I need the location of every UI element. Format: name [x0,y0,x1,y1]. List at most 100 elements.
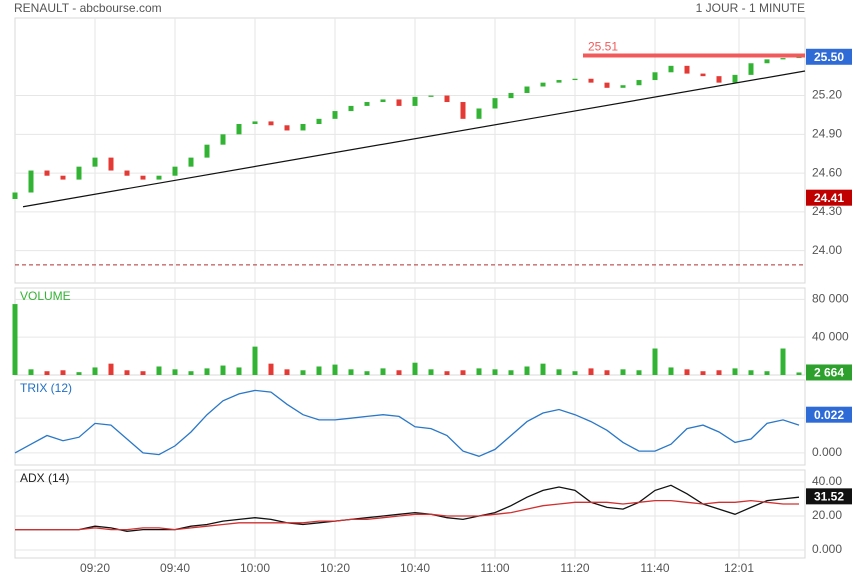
y-tick-label: 40 000 [812,329,849,343]
value-tag-label: 2 664 [814,366,844,380]
volume-bar [780,348,786,375]
resistance-label: 25.51 [588,40,618,54]
volume-bar [604,370,610,375]
candle [732,74,738,83]
y-tick-label: 0.000 [812,542,842,556]
candle [172,166,178,176]
candle [236,124,242,135]
indicator-line [15,484,800,532]
candle [12,192,18,199]
candle [668,65,674,73]
volume-bar [444,371,450,375]
candle [124,170,130,176]
candle [92,157,98,167]
volume-bar [220,365,226,375]
volume-bar [428,369,434,375]
volume-bar [636,370,642,375]
candle [364,102,370,106]
candle [204,144,210,158]
candle [396,99,402,106]
panel-title: TRIX (12) [20,381,72,395]
candle [252,121,258,124]
volume-bar [700,371,706,375]
y-tick-label: 24.00 [812,243,842,257]
candle [460,102,466,119]
candle [332,111,338,119]
y-tick-label: 24.90 [812,127,842,141]
volume-bar [588,368,594,375]
candle [380,99,386,103]
x-tick-label: 10:20 [320,561,350,575]
y-tick-label: 25.20 [812,88,842,102]
volume-bar [540,363,546,375]
volume-bar [236,367,242,375]
volume-bar [556,369,562,375]
candle [444,95,450,103]
volume-bar [380,368,386,375]
volume-bar [252,346,258,375]
candle [60,175,66,180]
candle [604,82,610,88]
candle [508,92,514,99]
candle [764,59,770,64]
candle [588,78,594,83]
y-tick-label: 20.00 [812,508,842,522]
x-tick-label: 11:20 [560,561,589,575]
candle [620,85,626,88]
x-tick-label: 09:20 [80,561,110,575]
candle [572,78,578,81]
volume-bar [412,362,418,375]
volume-bar [748,370,754,375]
panel-frame [14,469,806,559]
y-tick-label: 24.60 [812,165,842,179]
volume-bar [204,368,210,375]
candle [524,86,530,93]
volume-bar [668,367,674,375]
volume-bar [156,366,162,375]
value-tag [806,488,852,505]
volume-bar [524,366,530,375]
candle [300,124,306,131]
candle [556,80,562,83]
volume-bar [76,372,82,375]
volume-bar [332,364,338,375]
volume-bar [284,369,290,375]
y-tick-label: 0.000 [812,445,842,459]
y-tick-label: 24.30 [812,204,842,218]
candle [220,134,226,145]
x-tick-label: 09:40 [160,561,190,575]
volume-bar [572,371,578,375]
value-tag [806,189,852,206]
x-tick-label: 10:40 [400,561,430,575]
candle [700,73,706,77]
volume-bar [732,368,738,375]
panel-title: ADX (14) [20,471,69,485]
x-tick-label: 12:01 [724,561,754,575]
volume-bar [508,370,514,375]
volume-bar [44,371,50,375]
candle [540,82,546,87]
panel-frame [14,287,806,376]
candle [188,157,194,167]
value-tag [806,406,852,423]
trendline [22,70,806,208]
candle [76,166,82,180]
candle [780,58,786,60]
candle [716,76,722,83]
value-tag-label: 24.41 [814,191,844,205]
candle [156,175,162,180]
volume-bar [764,371,770,375]
volume-bar [460,370,466,375]
candle [140,175,146,180]
volume-bar [652,348,658,375]
candle [316,118,322,124]
candle [412,96,418,106]
panel-frame [14,17,806,284]
panel-title: VOLUME [20,289,71,303]
candle [44,170,50,176]
volume-bar [716,370,722,375]
value-tag-label: 25.50 [814,50,844,64]
candle [636,80,642,86]
volume-bar [684,369,690,375]
